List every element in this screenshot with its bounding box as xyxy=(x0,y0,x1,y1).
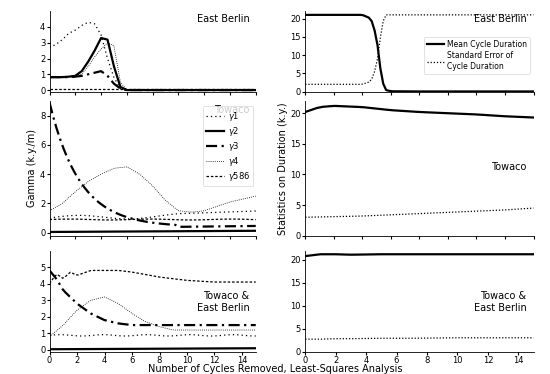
Y-axis label: Statistics on Duration (k.y.): Statistics on Duration (k.y.) xyxy=(278,102,288,234)
Text: Number of Cycles Removed, Least-Squares Analysis: Number of Cycles Removed, Least-Squares … xyxy=(148,364,402,374)
Text: Towaco: Towaco xyxy=(491,162,527,172)
Legend: Mean Cycle Duration, Standard Error of
Cycle Duration: Mean Cycle Duration, Standard Error of C… xyxy=(424,37,530,74)
Legend: $\mathit{\gamma}$1, $\mathit{\gamma}$2, $\mathit{\gamma}$3, $\mathit{\gamma}$4, : $\mathit{\gamma}$1, $\mathit{\gamma}$2, … xyxy=(202,106,253,186)
Text: East Berlin: East Berlin xyxy=(197,13,250,24)
Text: Towaco: Towaco xyxy=(214,105,250,115)
Text: Towaco &
East Berlin: Towaco & East Berlin xyxy=(474,291,527,313)
Text: East Berlin: East Berlin xyxy=(474,13,527,24)
Text: Towaco &
East Berlin: Towaco & East Berlin xyxy=(197,291,250,313)
Y-axis label: Gamma (k.y./m): Gamma (k.y./m) xyxy=(27,129,37,207)
